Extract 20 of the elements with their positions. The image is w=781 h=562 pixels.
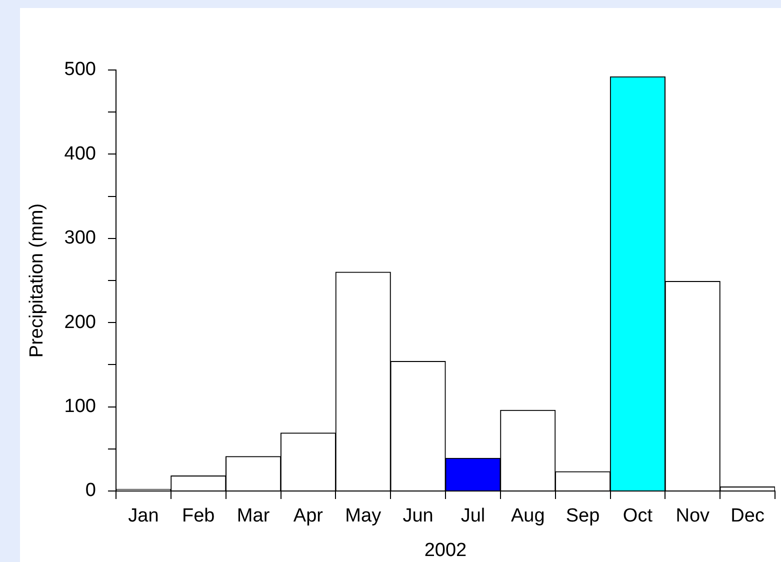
x-tick-label: Jul [460, 506, 486, 527]
x-tick-label: Jan [128, 506, 159, 527]
x-tick-label: Dec [730, 506, 764, 527]
x-tick-label: Feb [182, 506, 215, 527]
y-tick-label: 300 [64, 228, 96, 249]
x-tick-label: Apr [293, 506, 324, 527]
x-tick-label: Mar [236, 506, 270, 527]
x-tick-label: May [345, 506, 382, 527]
y-axis-title: Precipitation (mm) [26, 203, 48, 358]
x-tick-label: Sep [566, 506, 600, 527]
x-tick-label: Nov [676, 506, 710, 527]
x-tick-label: Jun [402, 506, 434, 527]
x-tick-label: Oct [622, 506, 654, 527]
x-tick-label: Aug [510, 506, 545, 527]
y-tick-label: 400 [64, 143, 96, 164]
y-tick-label: 500 [64, 59, 96, 80]
y-tick-label: 100 [64, 396, 96, 418]
y-tick-label: 200 [64, 312, 96, 333]
x-axis-title: 2002 [424, 540, 467, 561]
y-tick-label: 0 [85, 480, 96, 502]
